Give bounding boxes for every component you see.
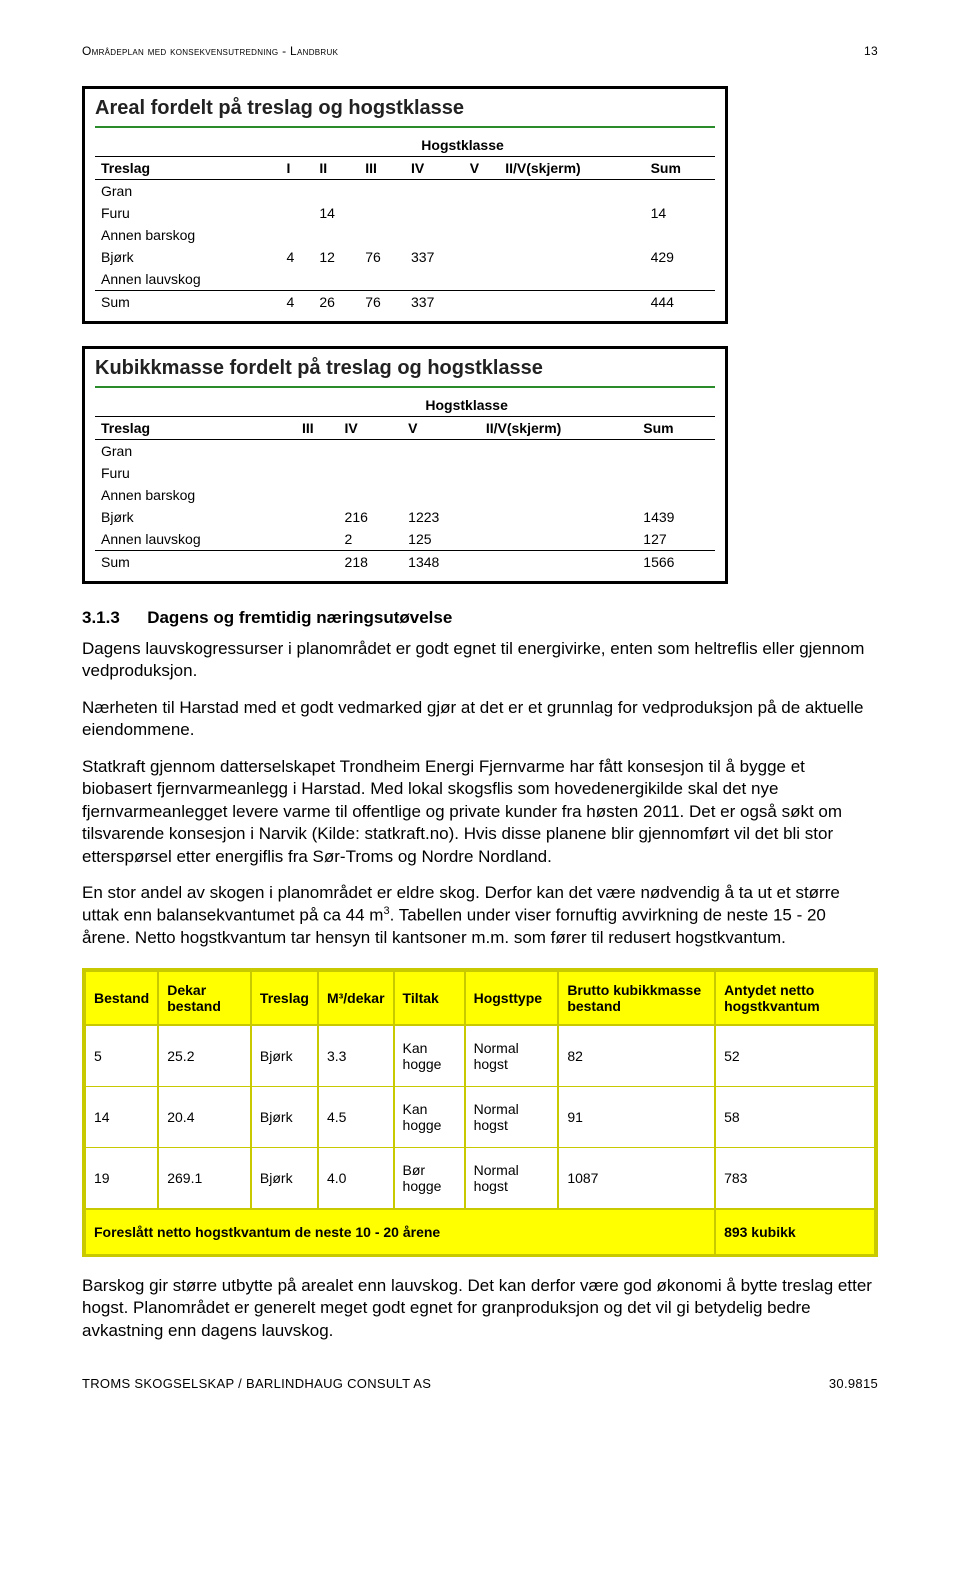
col-skjerm: II/V(skjerm) <box>499 157 644 180</box>
table-header-row: Treslag III IV V II/V(skjerm) Sum <box>95 417 715 440</box>
col-ii: II <box>313 157 359 180</box>
rule <box>95 126 715 128</box>
rule <box>95 386 715 388</box>
paragraph: Nærheten til Harstad med et godt vedmark… <box>82 697 878 742</box>
col-iii: III <box>359 157 405 180</box>
col-netto: Antydet netto hogstkvantum <box>715 971 875 1025</box>
col-bestand: Bestand <box>85 971 158 1025</box>
table-row: Gran <box>95 180 715 203</box>
table-kubikk-title: Kubikkmasse fordelt på treslag og hogstk… <box>95 355 715 386</box>
page: Områdeplan med konsekvensutredning - Lan… <box>0 0 960 1421</box>
foot-label: Foreslått netto hogstkvantum de neste 10… <box>85 1209 715 1255</box>
table-hogstkvantum: Bestand Dekar bestand Treslag M³/dekar T… <box>82 968 878 1257</box>
table-row: 525.2Bjørk3.3Kan hoggeNormal hogst8252 <box>85 1025 875 1087</box>
section-title: Dagens og fremtidig næringsutøvelse <box>147 608 452 627</box>
section-number: 3.1.3 <box>82 608 142 628</box>
table-row: Annen lauvskog2125127 <box>95 528 715 551</box>
col-treslag: Treslag <box>95 417 296 440</box>
table-areal-title: Areal fordelt på treslag og hogstklasse <box>95 95 715 126</box>
table-foot-row: Foreslått netto hogstkvantum de neste 10… <box>85 1209 875 1255</box>
table-hogstkvantum-grid: Bestand Dekar bestand Treslag M³/dekar T… <box>84 970 876 1255</box>
header-left: Områdeplan med konsekvensutredning - Lan… <box>82 44 338 58</box>
col-dekar: Dekar bestand <box>158 971 251 1025</box>
col-v: V <box>402 417 480 440</box>
col-treslag: Treslag <box>251 971 318 1025</box>
table-row: Annen barskog <box>95 224 715 246</box>
paragraph: En stor andel av skogen i planområdet er… <box>82 882 878 950</box>
col-brutto: Brutto kubikkmasse bestand <box>558 971 715 1025</box>
col-sum: Sum <box>645 157 715 180</box>
table-kubikk-grid: Hogstklasse Treslag III IV V II/V(skjerm… <box>95 394 715 573</box>
table-header-row: Bestand Dekar bestand Treslag M³/dekar T… <box>85 971 875 1025</box>
col-treslag: Treslag <box>95 157 281 180</box>
header-page-number: 13 <box>864 44 878 58</box>
hogstklasse-label: Hogstklasse <box>281 134 645 157</box>
table-sum-row: Sum21813481566 <box>95 551 715 574</box>
table-row: Furu <box>95 462 715 484</box>
table-row: 19269.1Bjørk4.0Bør hoggeNormal hogst1087… <box>85 1147 875 1209</box>
table-areal: Areal fordelt på treslag og hogstklasse … <box>82 86 728 324</box>
table-row: Furu1414 <box>95 202 715 224</box>
table-areal-grid: Hogstklasse Treslag I II III IV V II/V(s… <box>95 134 715 313</box>
col-v: V <box>464 157 499 180</box>
table-sum-row: Sum42676337444 <box>95 291 715 314</box>
table-kubikk: Kubikkmasse fordelt på treslag og hogstk… <box>82 346 728 584</box>
table-row: Bjørk41276337429 <box>95 246 715 268</box>
table-row: 1420.4Bjørk4.5Kan hoggeNormal hogst9158 <box>85 1086 875 1147</box>
col-sum: Sum <box>637 417 715 440</box>
paragraph: Dagens lauvskogressurser i planområdet e… <box>82 638 878 683</box>
col-m3dekar: M³/dekar <box>318 971 394 1025</box>
col-tiltak: Tiltak <box>394 971 465 1025</box>
col-i: I <box>281 157 314 180</box>
footer-left: TROMS SKOGSELSKAP / BARLINDHAUG CONSULT … <box>82 1376 431 1391</box>
table-row: Bjørk21612231439 <box>95 506 715 528</box>
paragraph: Statkraft gjennom datterselskapet Trondh… <box>82 756 878 868</box>
hogstklasse-label: Hogstklasse <box>296 394 637 417</box>
section-heading: 3.1.3 Dagens og fremtidig næringsutøvels… <box>82 606 878 628</box>
col-hogsttype: Hogsttype <box>465 971 559 1025</box>
page-header: Områdeplan med konsekvensutredning - Lan… <box>82 44 878 58</box>
col-iv: IV <box>405 157 464 180</box>
col-iv: IV <box>339 417 403 440</box>
footer-right: 30.9815 <box>829 1376 878 1391</box>
col-iii: III <box>296 417 339 440</box>
paragraph: Barskog gir større utbytte på arealet en… <box>82 1275 878 1342</box>
page-footer: TROMS SKOGSELSKAP / BARLINDHAUG CONSULT … <box>82 1376 878 1391</box>
table-header-row: Treslag I II III IV V II/V(skjerm) Sum <box>95 157 715 180</box>
table-row: Annen lauvskog <box>95 268 715 291</box>
foot-value: 893 kubikk <box>715 1209 875 1255</box>
table-row: Gran <box>95 440 715 463</box>
col-skjerm: II/V(skjerm) <box>480 417 637 440</box>
table-row: Annen barskog <box>95 484 715 506</box>
